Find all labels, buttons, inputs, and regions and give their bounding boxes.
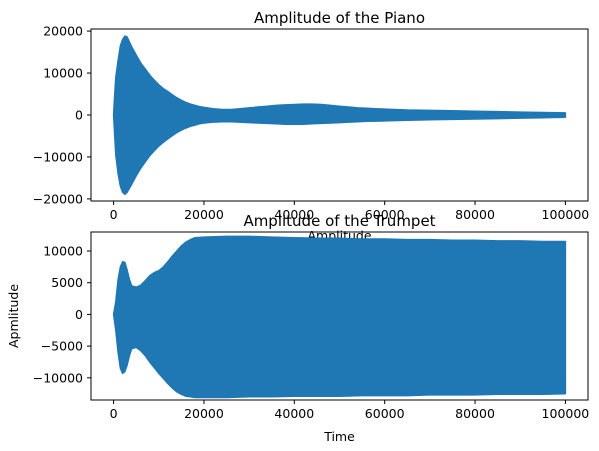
trumpet-x-axis-title: Time [323, 429, 355, 444]
trumpet-plot-area [112, 235, 567, 399]
trumpet-axes-frame [90, 231, 589, 401]
trumpet-y-tick-label: −5000 [41, 339, 83, 354]
trumpet-x-tick-label: 100000 [542, 406, 590, 421]
piano-y-tick-label: 0 [75, 108, 83, 123]
piano-y-tick-label: 20000 [43, 24, 83, 39]
piano-x-tick-label: 100000 [542, 207, 590, 222]
piano-x-tick-label: 20000 [184, 207, 224, 222]
piano-y-tick-label: 10000 [43, 66, 83, 81]
piano-y-axis: −20000 −10000 0 10000 20000 [33, 24, 91, 206]
trumpet-y-tick-label: 0 [75, 307, 83, 322]
trumpet-x-tick-label: 20000 [184, 406, 224, 421]
piano-x-tick-label: 0 [110, 207, 118, 222]
piano-x-tick-label: 60000 [365, 207, 405, 222]
trumpet-subplot: 0 20000 40000 60000 80000 100000 −10000−50000… [6, 212, 589, 444]
trumpet-y-tick-label: 10000 [43, 244, 83, 259]
piano-plot-title: Amplitude of the Piano [254, 9, 425, 27]
piano-x-tick-label: 80000 [455, 207, 495, 222]
trumpet-x-tick-label: 80000 [455, 406, 495, 421]
trumpet-x-tick-label: 40000 [274, 406, 314, 421]
trumpet-x-axis: 0 20000 40000 60000 80000 100000 [110, 400, 590, 421]
trumpet-y-axis-title: Apmlitude [6, 284, 21, 348]
piano-x-tick-label: 40000 [274, 207, 314, 222]
piano-waveform-series-0 [112, 35, 567, 196]
piano-y-tick-label: −10000 [33, 149, 83, 164]
piano-plot-area [112, 35, 567, 196]
piano-x-axis: 0 20000 40000 60000 80000 100000 [110, 201, 590, 222]
piano-axes-frame [90, 28, 589, 202]
trumpet-plot-title: Amplitude of the Trumpet [243, 212, 435, 230]
trumpet-waveform-series-0 [112, 235, 567, 399]
piano-y-tick-label: −20000 [33, 191, 83, 206]
trumpet-y-tick-label: −10000 [33, 370, 83, 385]
trumpet-x-tick-label: 0 [110, 406, 118, 421]
trumpet-x-tick-label: 60000 [365, 406, 405, 421]
trumpet-y-axis: −10000 −5000 0 5000 10000 [33, 244, 91, 385]
piano-subplot: Amplitude of the Piano 0 20000 40000 60000 8… [33, 9, 590, 243]
trumpet-y-tick-label: 5000 [51, 275, 83, 290]
